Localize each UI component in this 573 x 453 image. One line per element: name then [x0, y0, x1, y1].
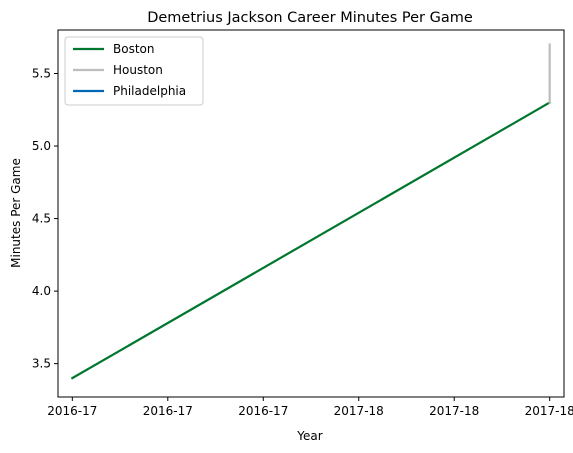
- y-tick-label: 5.0: [32, 139, 51, 153]
- y-tick-label: 3.5: [32, 357, 51, 371]
- x-tick-label: 2016-17: [47, 404, 97, 418]
- legend: Boston Houston Philadelphia: [65, 37, 203, 105]
- y-tick-label: 4.5: [32, 212, 51, 226]
- y-axis-label: Minutes Per Game: [9, 158, 23, 268]
- x-tick-label: 2017-18: [334, 404, 384, 418]
- x-tick-label: 2016-17: [238, 404, 288, 418]
- y-tick-label: 5.5: [32, 67, 51, 81]
- series-line-boston: [72, 103, 549, 379]
- x-axis: 2016-17 2016-17 2016-17 2017-18 2017-18 2017-…: [47, 397, 573, 418]
- y-axis: 3.5 4.0 4.5 5.0 5.5: [32, 67, 58, 371]
- y-tick-label: 4.0: [32, 284, 51, 298]
- x-tick-label: 2017-18: [525, 404, 573, 418]
- legend-label-houston: Houston: [113, 63, 163, 77]
- legend-label-philadelphia: Philadelphia: [113, 84, 186, 98]
- x-tick-label: 2016-17: [143, 404, 193, 418]
- legend-label-boston: Boston: [113, 42, 154, 56]
- x-tick-label: 2017-18: [429, 404, 479, 418]
- x-axis-label: Year: [296, 429, 322, 443]
- chart-title: Demetrius Jackson Career Minutes Per Gam…: [147, 10, 473, 26]
